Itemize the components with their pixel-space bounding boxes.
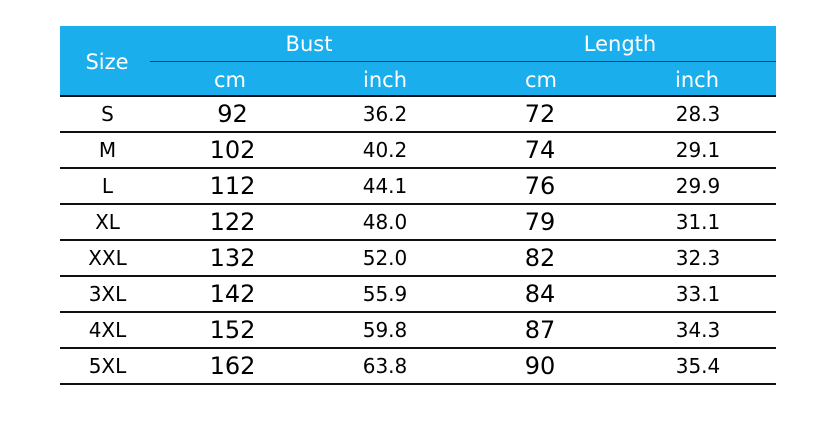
cell-size: XXL [88, 246, 127, 270]
cell-length-inch: 32.3 [675, 246, 721, 270]
cell-bust-inch: 59.8 [362, 318, 408, 342]
cell-bust-cm: 102 [209, 136, 256, 164]
cell-length-inch: 35.4 [675, 354, 721, 378]
header-bust-inch: inch [363, 68, 407, 92]
cell-size: 3XL [88, 282, 127, 306]
cell-length-cm: 79 [524, 208, 556, 236]
header-size: Size [85, 50, 129, 74]
cell-length-inch: 34.3 [675, 318, 721, 342]
cell-length-inch: 29.1 [675, 138, 721, 162]
header-bust: Bust [285, 32, 333, 56]
cell-bust-cm: 92 [217, 100, 248, 128]
header-length-inch: inch [675, 68, 719, 92]
table-row: XXL 132 52.0 82 32.3 [60, 241, 776, 277]
cell-size: M [98, 138, 117, 162]
table-row: L 112 44.1 76 29.9 [60, 169, 776, 205]
cell-length-cm: 87 [524, 316, 556, 344]
cell-length-inch: 33.1 [675, 282, 721, 306]
header-divider [150, 61, 776, 62]
cell-bust-inch: 52.0 [362, 246, 408, 270]
cell-bust-inch: 44.1 [362, 174, 408, 198]
cell-size: 5XL [88, 354, 127, 378]
size-chart-table: Size Bust Length cm inch cm inch S 92 36.2… [60, 26, 776, 385]
cell-bust-inch: 63.8 [362, 354, 408, 378]
cell-size: S [101, 102, 114, 126]
cell-bust-inch: 36.2 [362, 102, 408, 126]
cell-size: L [101, 174, 114, 198]
cell-bust-inch: 48.0 [362, 210, 408, 234]
table-row: 3XL 142 55.9 84 33.1 [60, 277, 776, 313]
header-length-cm: cm [524, 68, 558, 92]
cell-bust-inch: 55.9 [362, 282, 408, 306]
cell-bust-cm: 122 [209, 208, 256, 236]
cell-bust-cm: 152 [209, 316, 256, 344]
table-row: 4XL 152 59.8 87 34.3 [60, 313, 776, 349]
table-body: S 92 36.2 72 28.3 M 102 40.2 74 29.1 L 112 44.1 76 29.… [60, 97, 776, 385]
header-bust-cm: cm [213, 68, 247, 92]
table-row: S 92 36.2 72 28.3 [60, 97, 776, 133]
cell-bust-cm: 132 [209, 244, 256, 272]
table-header: Size Bust Length cm inch cm inch [60, 26, 776, 97]
table-row: 5XL 162 63.8 90 35.4 [60, 349, 776, 385]
cell-length-cm: 84 [524, 280, 556, 308]
cell-bust-cm: 112 [209, 172, 256, 200]
table-row: XL 122 48.0 79 31.1 [60, 205, 776, 241]
cell-length-cm: 72 [524, 100, 556, 128]
cell-length-cm: 82 [524, 244, 556, 272]
cell-length-cm: 74 [524, 136, 556, 164]
cell-length-cm: 76 [524, 172, 556, 200]
table-row: M 102 40.2 74 29.1 [60, 133, 776, 169]
cell-length-inch: 29.9 [675, 174, 721, 198]
cell-bust-cm: 162 [209, 352, 256, 380]
cell-length-inch: 28.3 [675, 102, 721, 126]
header-length: Length [583, 32, 657, 56]
cell-length-inch: 31.1 [675, 210, 721, 234]
cell-bust-inch: 40.2 [362, 138, 408, 162]
cell-size: 4XL [88, 318, 127, 342]
cell-bust-cm: 142 [209, 280, 256, 308]
cell-size: XL [95, 210, 120, 234]
cell-length-cm: 90 [524, 352, 556, 380]
